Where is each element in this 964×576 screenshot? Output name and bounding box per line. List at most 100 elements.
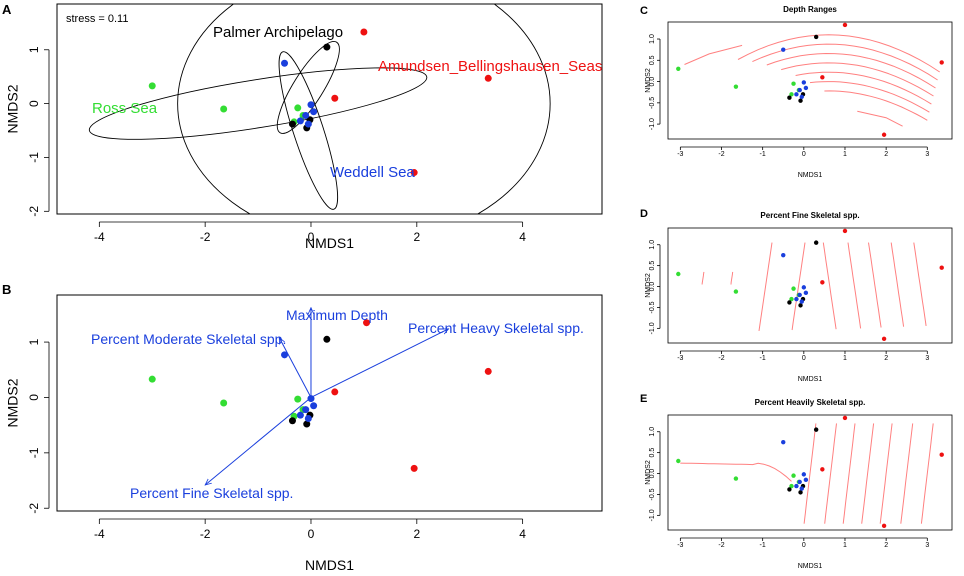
data-point — [288, 120, 296, 128]
panel-a: -4 -2 0 2 4 -2 -1 0 1 NMDS1 NMDS2 stress = 0.11 Palm… — [5, 3, 603, 251]
x-tick-label: 2 — [884, 151, 888, 158]
data-point — [797, 479, 802, 485]
plot-frame — [667, 414, 953, 531]
x-axis-label: NMDS1 — [305, 235, 354, 251]
data-point — [789, 92, 794, 97]
confidence-ellipse — [278, 51, 339, 210]
x-tick-label: -2 — [200, 527, 211, 541]
data-point — [294, 104, 302, 112]
contour-line — [701, 271, 705, 285]
contour-line — [847, 242, 862, 329]
x-tick-label: -2 — [200, 230, 211, 244]
contour-line — [879, 423, 893, 524]
contour-line — [737, 34, 940, 73]
data-point — [798, 490, 803, 495]
contour-line — [900, 423, 914, 524]
data-point — [281, 59, 289, 67]
data-point — [781, 252, 786, 258]
x-tick-label: -4 — [94, 527, 105, 541]
data-point — [791, 81, 796, 86]
y-axis-label: NMDS2 — [645, 68, 652, 93]
x-tick-label: -3 — [677, 151, 683, 158]
data-point — [304, 120, 312, 128]
data-point — [813, 240, 819, 245]
y-tick-label: 0 — [27, 394, 41, 401]
data-point — [939, 60, 944, 65]
x-tick-label: -4 — [94, 230, 105, 244]
y-tick-label: 0.5 — [649, 261, 656, 271]
y-tick-label: 0.5 — [649, 55, 656, 65]
data-point — [781, 439, 786, 445]
x-tick-label: 3 — [925, 151, 929, 158]
data-point — [676, 271, 681, 277]
data-point — [881, 336, 887, 342]
x-tick-label: -2 — [718, 542, 724, 549]
contour-line — [913, 242, 927, 326]
data-point — [939, 265, 944, 270]
contour-group — [684, 34, 940, 127]
y-tick-label: 1.0 — [649, 34, 656, 44]
contour-line — [791, 242, 806, 331]
x-tick-label: 1 — [843, 542, 847, 549]
y-tick-label: 0.5 — [649, 448, 656, 458]
x-tick-label: 0 — [308, 527, 315, 541]
contour-line — [824, 423, 837, 524]
x-tick-label: 2 — [413, 527, 420, 541]
x-tick-label: -1 — [760, 542, 766, 549]
y-tick-label: -2 — [27, 206, 41, 217]
data-point — [303, 420, 311, 428]
contour-line — [809, 81, 930, 113]
data-point — [360, 28, 368, 36]
y-tick-label: 0 — [27, 100, 41, 107]
x-tick-label: 0 — [802, 151, 806, 158]
contour-line — [781, 62, 934, 97]
group-label: Ross Sea — [92, 100, 158, 117]
data-point — [820, 280, 825, 285]
env-vector-label: Percent Moderate Skeletal spp. — [91, 331, 286, 347]
data-point — [801, 285, 807, 290]
x-tick-label: 2 — [884, 542, 888, 549]
data-point — [294, 395, 302, 403]
data-point — [842, 228, 848, 234]
contour-line — [822, 242, 837, 330]
data-point — [148, 82, 156, 90]
data-point — [281, 351, 289, 359]
data-point — [302, 406, 310, 414]
data-point — [331, 94, 339, 102]
x-tick-label: 3 — [925, 355, 929, 362]
data-point — [676, 66, 681, 72]
env-vector-label: Percent Fine Skeletal spp. — [130, 485, 293, 501]
data-point — [331, 388, 339, 396]
panel-title: Depth Ranges — [783, 5, 837, 14]
x-axis-label: NMDS1 — [798, 172, 823, 179]
data-point — [789, 296, 794, 302]
env-vector-arrow — [310, 329, 449, 398]
data-point — [820, 467, 825, 472]
confidence-ellipse — [88, 67, 428, 140]
data-point — [803, 85, 809, 91]
data-point — [363, 319, 371, 327]
data-point — [799, 94, 804, 100]
y-axis-label: NMDS2 — [5, 378, 21, 427]
contour-line — [795, 71, 932, 105]
contour-line — [766, 52, 936, 89]
y-axis-label: NMDS2 — [5, 84, 21, 133]
x-tick-label: 0 — [308, 230, 315, 244]
data-point — [801, 80, 807, 85]
data-point — [733, 476, 739, 481]
x-tick-label: -3 — [677, 542, 683, 549]
env-vector-arrow — [279, 338, 312, 398]
data-point — [787, 95, 792, 100]
data-point — [148, 375, 156, 383]
contour-line — [861, 423, 875, 524]
y-tick-label: 1 — [27, 338, 41, 345]
contour-line — [730, 271, 734, 285]
confidence-ellipse — [276, 41, 340, 134]
y-tick-label: 0.0 — [649, 469, 656, 479]
contour-line — [803, 423, 817, 524]
panel-letter-d: D — [640, 208, 648, 220]
y-tick-label: 1.0 — [649, 240, 656, 250]
data-point — [881, 523, 887, 529]
y-axis-label: NMDS2 — [645, 460, 652, 485]
